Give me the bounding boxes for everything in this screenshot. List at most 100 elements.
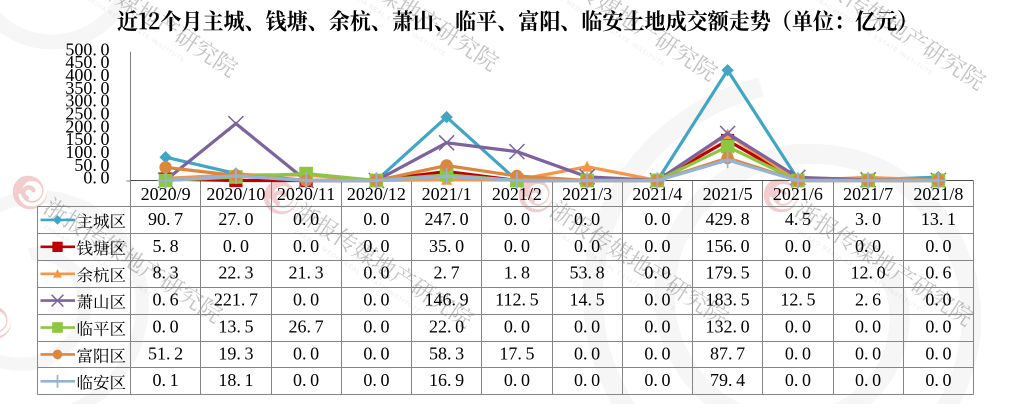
svg-text:0. 0: 0. 0 bbox=[363, 236, 389, 256]
svg-text:79. 4: 79. 4 bbox=[710, 370, 745, 390]
svg-text:0. 0: 0. 0 bbox=[504, 209, 530, 229]
svg-text:0. 0: 0. 0 bbox=[574, 209, 600, 229]
svg-text:247. 0: 247. 0 bbox=[425, 209, 469, 229]
svg-text:0. 0: 0. 0 bbox=[293, 236, 319, 256]
svg-text:0. 0: 0. 0 bbox=[855, 370, 881, 390]
svg-text:51. 2: 51. 2 bbox=[148, 343, 183, 363]
svg-text:18. 1: 18. 1 bbox=[218, 370, 253, 390]
svg-text:8. 3: 8. 3 bbox=[153, 263, 179, 283]
svg-text:0. 0: 0. 0 bbox=[785, 370, 811, 390]
svg-text:0. 0: 0. 0 bbox=[363, 290, 389, 310]
svg-text:50. 0: 50. 0 bbox=[74, 155, 109, 175]
svg-text:150. 0: 150. 0 bbox=[65, 129, 109, 149]
svg-text:87. 7: 87. 7 bbox=[710, 343, 745, 363]
svg-text:2. 6: 2. 6 bbox=[855, 290, 881, 310]
svg-text:0. 0: 0. 0 bbox=[785, 263, 811, 283]
svg-text:0. 0: 0. 0 bbox=[293, 209, 319, 229]
svg-text:12. 5: 12. 5 bbox=[780, 290, 815, 310]
svg-text:1. 8: 1. 8 bbox=[504, 263, 530, 283]
svg-text:26. 7: 26. 7 bbox=[289, 316, 324, 336]
svg-text:0. 1: 0. 1 bbox=[153, 370, 179, 390]
svg-text:0. 0: 0. 0 bbox=[83, 168, 109, 188]
svg-text:53. 8: 53. 8 bbox=[570, 263, 605, 283]
svg-text:2020/10: 2020/10 bbox=[206, 184, 265, 204]
svg-text:22. 0: 22. 0 bbox=[429, 316, 464, 336]
svg-text:2021/8: 2021/8 bbox=[913, 184, 963, 204]
svg-text:450. 0: 450. 0 bbox=[65, 52, 109, 72]
svg-text:179. 5: 179. 5 bbox=[706, 263, 750, 283]
svg-text:200. 0: 200. 0 bbox=[65, 116, 109, 136]
svg-text:0. 0: 0. 0 bbox=[644, 263, 670, 283]
svg-text:0. 0: 0. 0 bbox=[644, 290, 670, 310]
svg-text:17. 5: 17. 5 bbox=[499, 343, 534, 363]
svg-text:0. 0: 0. 0 bbox=[223, 236, 249, 256]
svg-text:350. 0: 350. 0 bbox=[65, 78, 109, 98]
svg-text:2021/7: 2021/7 bbox=[843, 184, 893, 204]
svg-text:5. 8: 5. 8 bbox=[153, 236, 179, 256]
svg-text:0. 0: 0. 0 bbox=[363, 370, 389, 390]
svg-text:0. 0: 0. 0 bbox=[293, 343, 319, 363]
svg-text:0. 0: 0. 0 bbox=[363, 209, 389, 229]
svg-text:100. 0: 100. 0 bbox=[65, 142, 109, 162]
svg-text:0. 6: 0. 6 bbox=[153, 290, 179, 310]
svg-text:0. 0: 0. 0 bbox=[574, 316, 600, 336]
svg-text:0. 0: 0. 0 bbox=[785, 343, 811, 363]
svg-text:0. 0: 0. 0 bbox=[574, 236, 600, 256]
svg-text:429. 8: 429. 8 bbox=[706, 209, 750, 229]
svg-text:156. 0: 156. 0 bbox=[706, 236, 750, 256]
svg-text:300. 0: 300. 0 bbox=[65, 91, 109, 111]
svg-text:500. 0: 500. 0 bbox=[65, 39, 109, 59]
svg-text:19. 3: 19. 3 bbox=[218, 343, 253, 363]
svg-text:90. 7: 90. 7 bbox=[148, 209, 183, 229]
svg-text:0. 0: 0. 0 bbox=[925, 290, 951, 310]
svg-text:2021/6: 2021/6 bbox=[773, 184, 823, 204]
svg-text:0. 0: 0. 0 bbox=[574, 343, 600, 363]
svg-text:22. 3: 22. 3 bbox=[218, 263, 253, 283]
svg-text:2020/11: 2020/11 bbox=[277, 184, 335, 204]
svg-text:2021/2: 2021/2 bbox=[492, 184, 542, 204]
svg-text:4. 5: 4. 5 bbox=[785, 209, 811, 229]
svg-text:0. 0: 0. 0 bbox=[504, 236, 530, 256]
svg-text:21. 3: 21. 3 bbox=[289, 263, 324, 283]
svg-text:0. 0: 0. 0 bbox=[644, 370, 670, 390]
svg-text:0. 0: 0. 0 bbox=[925, 236, 951, 256]
svg-text:13. 1: 13. 1 bbox=[921, 209, 956, 229]
svg-text:183. 5: 183. 5 bbox=[706, 290, 750, 310]
svg-text:16. 9: 16. 9 bbox=[429, 370, 464, 390]
svg-text:0. 0: 0. 0 bbox=[644, 209, 670, 229]
svg-text:2021/1: 2021/1 bbox=[422, 184, 472, 204]
svg-text:221. 7: 221. 7 bbox=[214, 290, 258, 310]
svg-text:27. 0: 27. 0 bbox=[218, 209, 253, 229]
svg-text:0. 0: 0. 0 bbox=[363, 316, 389, 336]
svg-text:0. 0: 0. 0 bbox=[153, 316, 179, 336]
svg-text:2020/12: 2020/12 bbox=[347, 184, 406, 204]
svg-text:2021/5: 2021/5 bbox=[703, 184, 753, 204]
svg-text:2020/9: 2020/9 bbox=[141, 184, 191, 204]
svg-text:132. 0: 132. 0 bbox=[706, 316, 750, 336]
svg-text:0. 0: 0. 0 bbox=[785, 316, 811, 336]
svg-text:0. 6: 0. 6 bbox=[925, 263, 951, 283]
svg-text:0. 0: 0. 0 bbox=[855, 316, 881, 336]
svg-text:250. 0: 250. 0 bbox=[65, 103, 109, 123]
svg-text:35. 0: 35. 0 bbox=[429, 236, 464, 256]
svg-text:58. 3: 58. 3 bbox=[429, 343, 464, 363]
svg-text:0. 0: 0. 0 bbox=[293, 370, 319, 390]
svg-text:14. 5: 14. 5 bbox=[570, 290, 605, 310]
svg-text:2. 7: 2. 7 bbox=[434, 263, 460, 283]
svg-text:2021/4: 2021/4 bbox=[632, 184, 682, 204]
svg-text:0. 0: 0. 0 bbox=[574, 370, 600, 390]
svg-text:0. 0: 0. 0 bbox=[644, 236, 670, 256]
svg-text:0. 0: 0. 0 bbox=[363, 263, 389, 283]
svg-text:13. 5: 13. 5 bbox=[218, 316, 253, 336]
svg-text:146. 9: 146. 9 bbox=[425, 290, 469, 310]
svg-text:0. 0: 0. 0 bbox=[855, 343, 881, 363]
svg-text:0. 0: 0. 0 bbox=[855, 236, 881, 256]
svg-text:3. 0: 3. 0 bbox=[855, 209, 881, 229]
svg-text:0. 0: 0. 0 bbox=[644, 343, 670, 363]
svg-text:0. 0: 0. 0 bbox=[785, 236, 811, 256]
svg-text:0. 0: 0. 0 bbox=[293, 290, 319, 310]
svg-text:0. 0: 0. 0 bbox=[925, 343, 951, 363]
svg-text:400. 0: 400. 0 bbox=[65, 65, 109, 85]
svg-text:0. 0: 0. 0 bbox=[644, 316, 670, 336]
svg-text:0. 0: 0. 0 bbox=[925, 370, 951, 390]
